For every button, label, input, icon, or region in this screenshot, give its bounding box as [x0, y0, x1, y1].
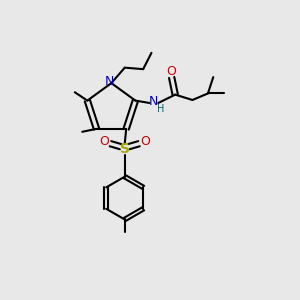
Text: H: H [157, 104, 164, 115]
Text: S: S [120, 142, 130, 156]
Text: N: N [149, 95, 158, 108]
Text: N: N [105, 75, 115, 88]
Text: O: O [140, 135, 150, 148]
Text: O: O [167, 65, 177, 78]
Text: O: O [100, 135, 110, 148]
